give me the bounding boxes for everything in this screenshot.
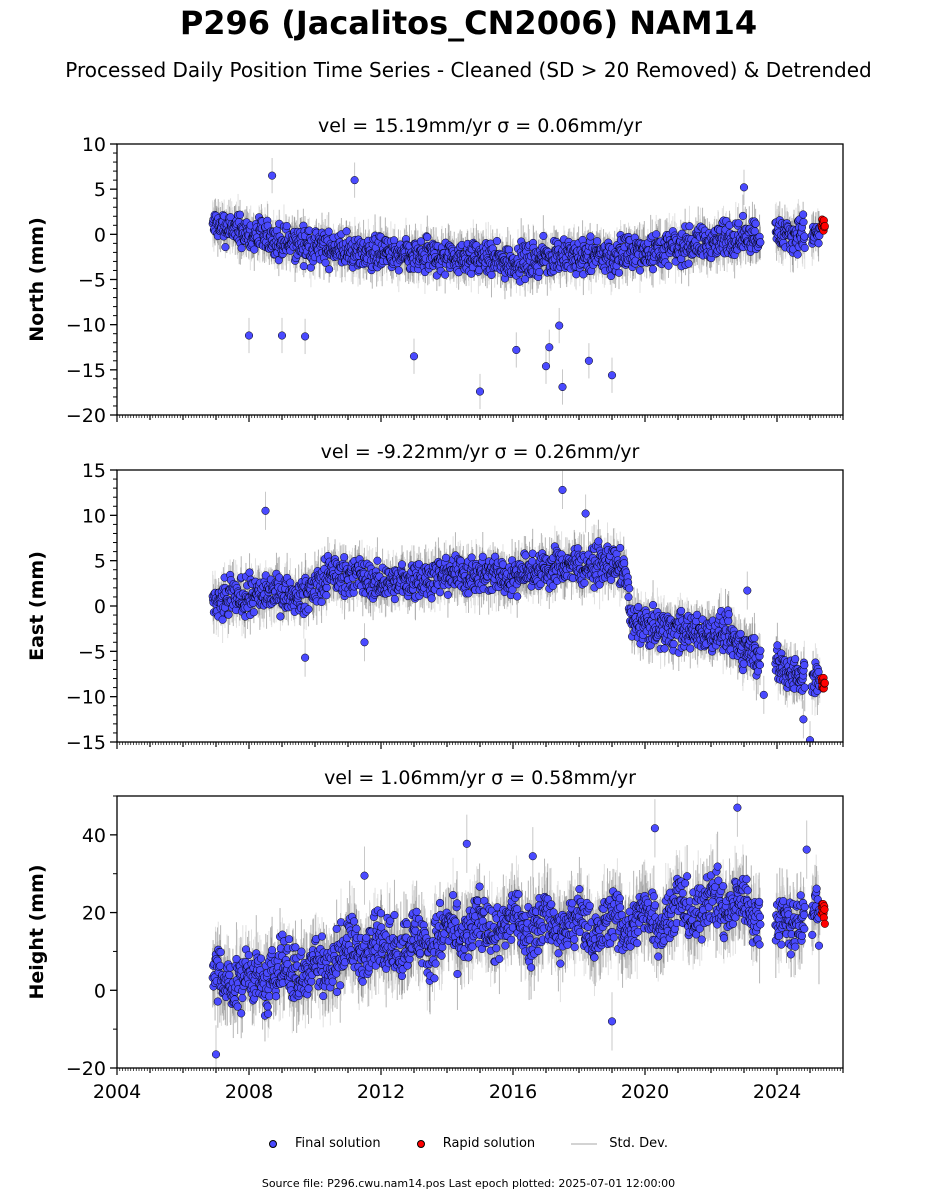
north-final-points (208, 171, 824, 396)
final-point (350, 176, 359, 185)
final-point (593, 237, 602, 246)
final-point (249, 608, 258, 617)
final-point (751, 219, 760, 228)
east-plot-area (208, 470, 829, 742)
final-point (487, 270, 496, 279)
final-point (545, 343, 554, 352)
final-point (416, 237, 426, 246)
final-point (475, 387, 485, 396)
final-point (739, 183, 749, 192)
final-point (738, 211, 747, 220)
final-point (268, 171, 277, 180)
final-point (221, 243, 230, 252)
east-panel-title: vel = -9.22mm/yr σ = 0.26mm/yr (321, 441, 640, 463)
north-yticks: −20 −15 −10 −5 0 5 10 (66, 134, 117, 427)
chart-title: P296 (Jacalitos_CN2006) NAM14 (179, 4, 758, 42)
north-panel: vel = 15.19mm/yr σ = 0.06mm/yr North (mm)… (26, 115, 844, 427)
final-point (541, 362, 551, 371)
final-point (492, 236, 502, 246)
final-point (535, 267, 544, 277)
ytick-label: −5 (78, 270, 106, 292)
ytick-label: −15 (66, 360, 106, 382)
final-point (282, 222, 291, 231)
final-point (325, 265, 334, 274)
final-point (756, 238, 765, 247)
east-final-points (208, 485, 824, 742)
final-point (277, 331, 287, 340)
final-point (324, 227, 333, 236)
final-point (586, 232, 595, 241)
ytick-label: 10 (82, 134, 106, 156)
final-point (467, 269, 476, 278)
final-point (635, 266, 645, 275)
ytick-label: −10 (66, 315, 106, 337)
final-point (652, 230, 661, 239)
final-point (649, 265, 658, 274)
final-point (734, 219, 743, 228)
final-point (224, 610, 233, 619)
final-point (793, 250, 802, 259)
final-point (512, 345, 521, 355)
final-point (799, 218, 808, 227)
final-point (250, 245, 259, 254)
final-point (800, 243, 809, 253)
final-point (235, 210, 245, 219)
chart-subtitle: Processed Daily Position Time Series - C… (65, 58, 872, 82)
north-panel-title: vel = 15.19mm/yr σ = 0.06mm/yr (318, 115, 642, 137)
east-ylabel: East (mm) (26, 551, 48, 661)
north-ylabel: North (mm) (26, 217, 48, 342)
final-point (814, 239, 823, 248)
final-point (245, 568, 254, 577)
final-point (321, 258, 330, 267)
final-point (558, 382, 567, 392)
final-point (441, 270, 450, 279)
north-plot-area (208, 158, 829, 410)
final-point (539, 231, 548, 240)
final-point (685, 222, 694, 231)
north-rapid-points (817, 215, 829, 235)
ytick-label: 5 (94, 179, 106, 201)
final-point (423, 233, 432, 242)
final-point (684, 259, 693, 268)
north-xticks (116, 415, 844, 422)
final-point (409, 352, 419, 361)
final-point (800, 232, 809, 241)
final-point (614, 268, 624, 277)
final-point (555, 321, 564, 330)
north-stddev-bars (212, 158, 821, 410)
final-point (607, 371, 617, 380)
final-point (799, 210, 808, 219)
final-point (299, 262, 308, 271)
final-point (244, 331, 254, 340)
final-point (584, 356, 593, 365)
rapid-point (820, 222, 829, 231)
final-point (301, 332, 310, 341)
final-point (664, 261, 673, 270)
final-point (394, 266, 403, 275)
ytick-label: 0 (94, 224, 106, 246)
final-point (342, 227, 351, 236)
ytick-label: −20 (66, 405, 106, 427)
final-point (237, 244, 246, 253)
